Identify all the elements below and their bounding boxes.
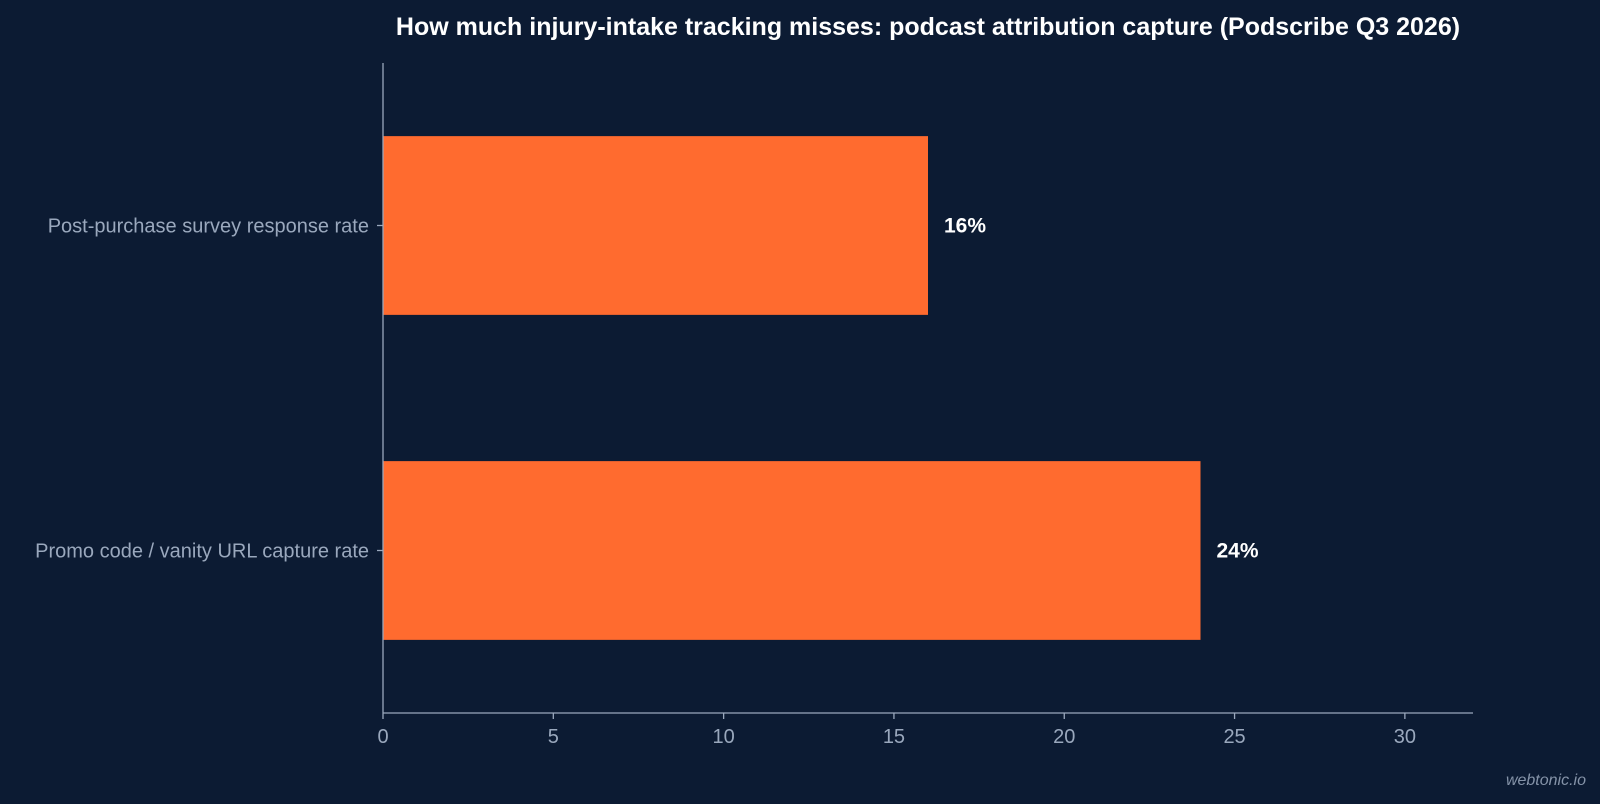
- bar-2: [383, 461, 1201, 640]
- chart-title: How much injury-intake tracking misses: …: [396, 13, 1460, 41]
- x-tick-label-30: 30: [1394, 726, 1416, 748]
- x-tick-label-20: 20: [1053, 726, 1075, 748]
- x-tick-label-10: 10: [713, 726, 735, 748]
- x-tick-label-25: 25: [1223, 726, 1245, 748]
- x-tick-label-15: 15: [883, 726, 905, 748]
- data-label-1: 16%: [944, 215, 986, 238]
- bars-layer: 16% 24%: [383, 136, 1259, 640]
- axes-layer: Post-purchase survey response rate Promo …: [35, 63, 1473, 748]
- bar-1: [383, 136, 928, 315]
- watermark: webtonic.io: [1505, 772, 1586, 789]
- data-label-2: 24%: [1217, 540, 1259, 563]
- category-label-1: Post-purchase survey response rate: [48, 216, 369, 238]
- x-tick-label-0: 0: [377, 726, 388, 748]
- category-label-2: Promo code / vanity URL capture rate: [35, 541, 369, 563]
- x-tick-label-5: 5: [548, 726, 559, 748]
